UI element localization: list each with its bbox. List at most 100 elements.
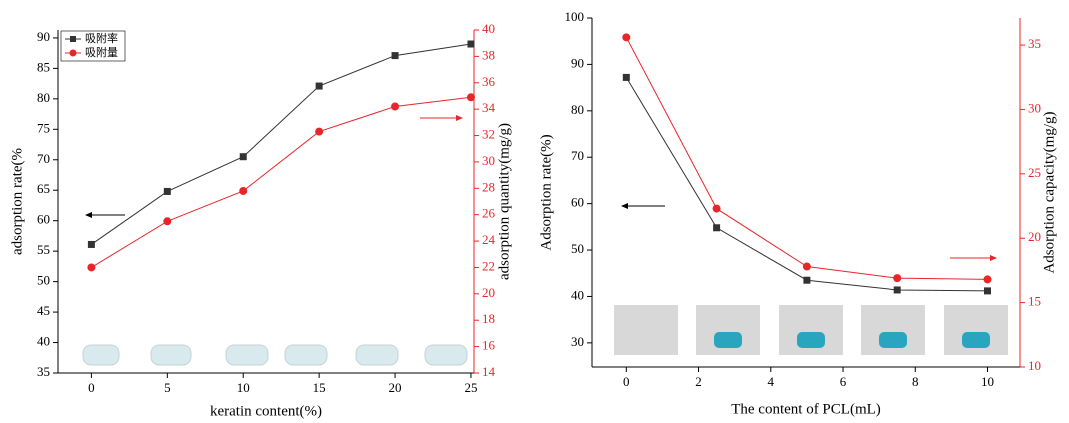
marker bbox=[163, 217, 172, 226]
y2-tick-label: 28 bbox=[482, 179, 495, 194]
y2-axis-label: Adsorption capacity(mg/g) bbox=[1041, 111, 1057, 273]
y-tick-label: 90 bbox=[571, 55, 584, 70]
y2-tick-label: 40 bbox=[482, 21, 495, 36]
y-tick-label: 100 bbox=[565, 9, 585, 24]
legend-label: 吸附量 bbox=[85, 45, 118, 59]
y2-tick-label: 38 bbox=[482, 47, 495, 62]
x-tick-label: 25 bbox=[464, 380, 477, 395]
marker bbox=[466, 93, 475, 102]
y-tick-label: 55 bbox=[37, 242, 50, 257]
marker bbox=[712, 204, 721, 213]
legend-marker bbox=[69, 49, 77, 57]
flask-photo bbox=[82, 344, 120, 366]
marker bbox=[315, 82, 323, 90]
y-tick-label: 80 bbox=[571, 102, 584, 117]
y2-tick-label: 14 bbox=[482, 364, 496, 379]
flask-photo bbox=[150, 344, 192, 366]
marker bbox=[983, 287, 991, 295]
x-tick-label: 10 bbox=[981, 374, 994, 389]
y-axis-label: Adsorption rate(%) bbox=[538, 134, 554, 250]
y-tick-label: 75 bbox=[37, 120, 50, 135]
legend-label: 吸附率 bbox=[85, 31, 118, 45]
y-tick-label: 40 bbox=[571, 287, 584, 302]
marker bbox=[391, 52, 399, 60]
y2-tick-label: 20 bbox=[482, 285, 495, 300]
liquid bbox=[962, 332, 990, 348]
marker bbox=[467, 40, 475, 48]
y-tick-label: 50 bbox=[571, 241, 584, 256]
marker bbox=[713, 224, 721, 232]
y2-tick-label: 32 bbox=[482, 127, 495, 142]
y2-tick-label: 18 bbox=[482, 311, 495, 326]
marker bbox=[315, 127, 324, 136]
x-tick-label: 6 bbox=[840, 374, 847, 389]
flask-photo bbox=[424, 344, 468, 366]
liquid bbox=[797, 332, 825, 348]
photo bbox=[614, 305, 678, 355]
y2-tick-label: 36 bbox=[482, 74, 496, 89]
marker bbox=[622, 33, 631, 42]
marker bbox=[87, 263, 96, 272]
y2-tick-label: 15 bbox=[1028, 294, 1041, 309]
x-tick-label: 0 bbox=[88, 380, 95, 395]
x-axis-label: keratin content(%) bbox=[210, 403, 322, 419]
y2-tick-label: 30 bbox=[1028, 100, 1041, 115]
series-line bbox=[625, 37, 988, 280]
y-tick-label: 60 bbox=[571, 195, 584, 210]
marker bbox=[87, 240, 95, 248]
flask-photo bbox=[225, 344, 269, 366]
y-tick-label: 45 bbox=[37, 303, 50, 318]
y2-tick-label: 25 bbox=[1028, 165, 1041, 180]
series-line bbox=[91, 96, 472, 268]
x-tick-label: 0 bbox=[623, 374, 630, 389]
marker bbox=[893, 286, 901, 294]
x-tick-label: 4 bbox=[768, 374, 775, 389]
x-tick-label: 10 bbox=[237, 380, 250, 395]
x-tick-label: 5 bbox=[164, 380, 171, 395]
liquid bbox=[714, 332, 742, 348]
marker bbox=[803, 276, 811, 284]
y-tick-label: 35 bbox=[37, 364, 50, 379]
marker bbox=[391, 102, 400, 111]
marker bbox=[163, 187, 171, 195]
y2-tick-label: 35 bbox=[1028, 36, 1041, 51]
y-tick-label: 70 bbox=[571, 148, 584, 163]
decorations bbox=[82, 115, 1008, 366]
marker bbox=[802, 262, 811, 271]
y2-tick-label: 34 bbox=[482, 100, 496, 115]
y-tick-label: 60 bbox=[37, 212, 50, 227]
marker bbox=[239, 153, 247, 161]
series-line bbox=[91, 43, 472, 245]
y-tick-label: 30 bbox=[571, 334, 584, 349]
y-axis-label: adsorption rate(% bbox=[9, 148, 25, 255]
y2-tick-label: 26 bbox=[482, 206, 496, 221]
y-tick-label: 80 bbox=[37, 90, 50, 105]
liquid bbox=[879, 332, 907, 348]
y2-axis-label: adsorption quantity(mg/g) bbox=[496, 123, 512, 280]
flask-photo bbox=[355, 344, 399, 366]
x-tick-label: 15 bbox=[313, 380, 326, 395]
y2-tick-label: 10 bbox=[1028, 358, 1041, 373]
y2-tick-label: 20 bbox=[1028, 229, 1041, 244]
flask-photo bbox=[284, 344, 328, 366]
marker bbox=[622, 73, 630, 81]
marker bbox=[893, 274, 902, 283]
y2-tick-label: 30 bbox=[482, 153, 495, 168]
series-line bbox=[625, 77, 988, 292]
y-tick-label: 65 bbox=[37, 181, 50, 196]
x-tick-label: 8 bbox=[912, 374, 919, 389]
y-tick-label: 70 bbox=[37, 151, 50, 166]
y-tick-label: 90 bbox=[37, 29, 50, 44]
y-tick-label: 85 bbox=[37, 59, 50, 74]
y-tick-label: 40 bbox=[37, 334, 50, 349]
y2-tick-label: 16 bbox=[482, 338, 496, 353]
x-tick-label: 2 bbox=[695, 374, 702, 389]
y2-tick-label: 24 bbox=[482, 232, 496, 247]
x-tick-label: 20 bbox=[389, 380, 402, 395]
x-axis-label: The content of PCL(mL) bbox=[731, 401, 881, 417]
y2-tick-label: 22 bbox=[482, 258, 495, 273]
legend-marker bbox=[70, 36, 76, 42]
marker bbox=[239, 186, 248, 195]
